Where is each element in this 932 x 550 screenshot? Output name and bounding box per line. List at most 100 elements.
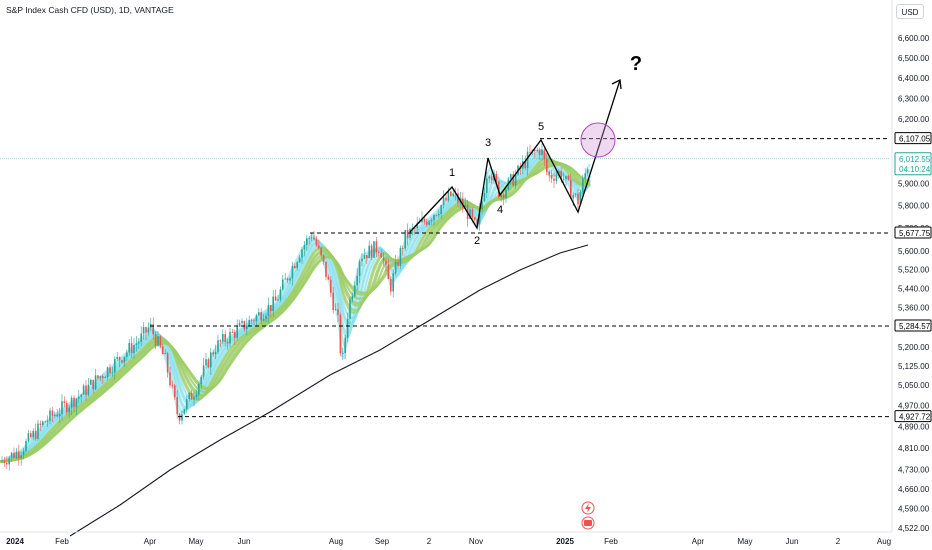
candle	[1, 456, 3, 463]
candle	[277, 294, 279, 301]
price-tick: 6,500.00	[898, 54, 930, 63]
candle	[344, 334, 346, 360]
time-axis: 2024 Feb Apr May Jun Aug Sep 2 Nov 2025 Feb Apr May J…	[0, 531, 892, 546]
price-tick: 5,800.00	[898, 201, 930, 210]
candle	[550, 169, 553, 183]
wave-label: 4	[497, 204, 503, 216]
candle	[68, 404, 70, 418]
candle	[207, 357, 210, 369]
candle	[512, 171, 514, 187]
price-tag: 6,107.05	[894, 132, 932, 145]
candle	[171, 380, 174, 389]
candle	[541, 143, 543, 161]
candle	[286, 277, 289, 283]
candle	[262, 314, 265, 322]
price-tick: 4,810.00	[898, 444, 930, 453]
candle	[255, 313, 258, 326]
candle	[366, 255, 368, 264]
candle	[303, 241, 306, 257]
candle	[510, 173, 512, 186]
candle	[380, 248, 382, 258]
candle	[159, 334, 162, 348]
candle	[178, 413, 181, 425]
candle	[157, 331, 159, 347]
price-tag-value: 5,677.75	[899, 229, 931, 238]
candle	[162, 343, 164, 355]
candle	[234, 329, 236, 346]
candle	[58, 407, 61, 423]
candle	[284, 273, 286, 280]
candle	[22, 448, 25, 460]
candle	[63, 396, 66, 408]
candle	[313, 230, 315, 241]
candle	[582, 174, 584, 194]
candle	[538, 147, 541, 161]
arrow-head	[611, 79, 622, 90]
wave-label: 1	[449, 167, 455, 179]
candle	[224, 329, 226, 347]
price-tick: 5,900.00	[898, 179, 930, 188]
ribbon-line	[0, 151, 592, 463]
candle	[315, 236, 318, 248]
price-tick: 4,590.00	[898, 505, 930, 514]
candle	[488, 174, 490, 184]
price-tick: 5,360.00	[898, 304, 930, 313]
candle	[349, 296, 351, 324]
candle	[133, 337, 135, 359]
candle	[66, 400, 68, 416]
candle	[474, 216, 476, 222]
time-tick: Apr	[144, 537, 157, 546]
candle	[363, 248, 366, 260]
candle	[490, 174, 493, 184]
candle	[195, 390, 198, 400]
candle	[375, 236, 378, 257]
candle	[231, 329, 234, 333]
price-tag-value: 5,284.57	[899, 322, 931, 331]
candle	[334, 303, 337, 311]
price-tick: 4,660.00	[898, 485, 930, 494]
candle	[190, 389, 193, 400]
candle	[186, 395, 188, 414]
candle	[10, 452, 13, 462]
candle	[586, 167, 589, 177]
candle	[6, 456, 8, 469]
candle	[440, 204, 442, 219]
target-circle	[580, 122, 616, 158]
candle	[250, 318, 253, 325]
currency-button[interactable]: USD	[896, 4, 924, 19]
time-tick: Feb	[604, 537, 618, 546]
candle	[339, 312, 342, 357]
candle	[128, 338, 130, 356]
time-tick: 2025	[556, 537, 574, 546]
candle	[306, 235, 308, 251]
candle	[32, 428, 34, 440]
price-tick: 4,890.00	[898, 423, 930, 432]
candle	[495, 171, 498, 184]
candle	[265, 313, 267, 323]
price-tag-value: 6,107.05	[899, 135, 931, 144]
lightning-icon-glyph	[585, 503, 591, 513]
candle	[114, 356, 116, 380]
candle	[536, 147, 538, 153]
price-tick: 5,520.00	[898, 266, 930, 275]
price-tag: 4,927.72	[894, 410, 932, 423]
candle	[70, 395, 73, 416]
candle	[514, 169, 517, 189]
candle	[102, 373, 104, 385]
candle	[135, 335, 138, 352]
candle	[169, 366, 171, 388]
candle	[118, 356, 121, 368]
candle	[123, 356, 126, 368]
chart-title: S&P Index Cash CFD (USD), 1D, VANTAGE	[6, 5, 174, 15]
candle	[202, 357, 205, 380]
candle	[442, 190, 445, 209]
price-tick: 6,200.00	[898, 115, 930, 124]
candle	[61, 394, 63, 421]
price-tick: 5,200.00	[898, 343, 930, 352]
time-tick: Aug	[877, 537, 891, 546]
candle	[39, 420, 42, 431]
candle	[404, 229, 406, 251]
candle	[200, 374, 202, 390]
